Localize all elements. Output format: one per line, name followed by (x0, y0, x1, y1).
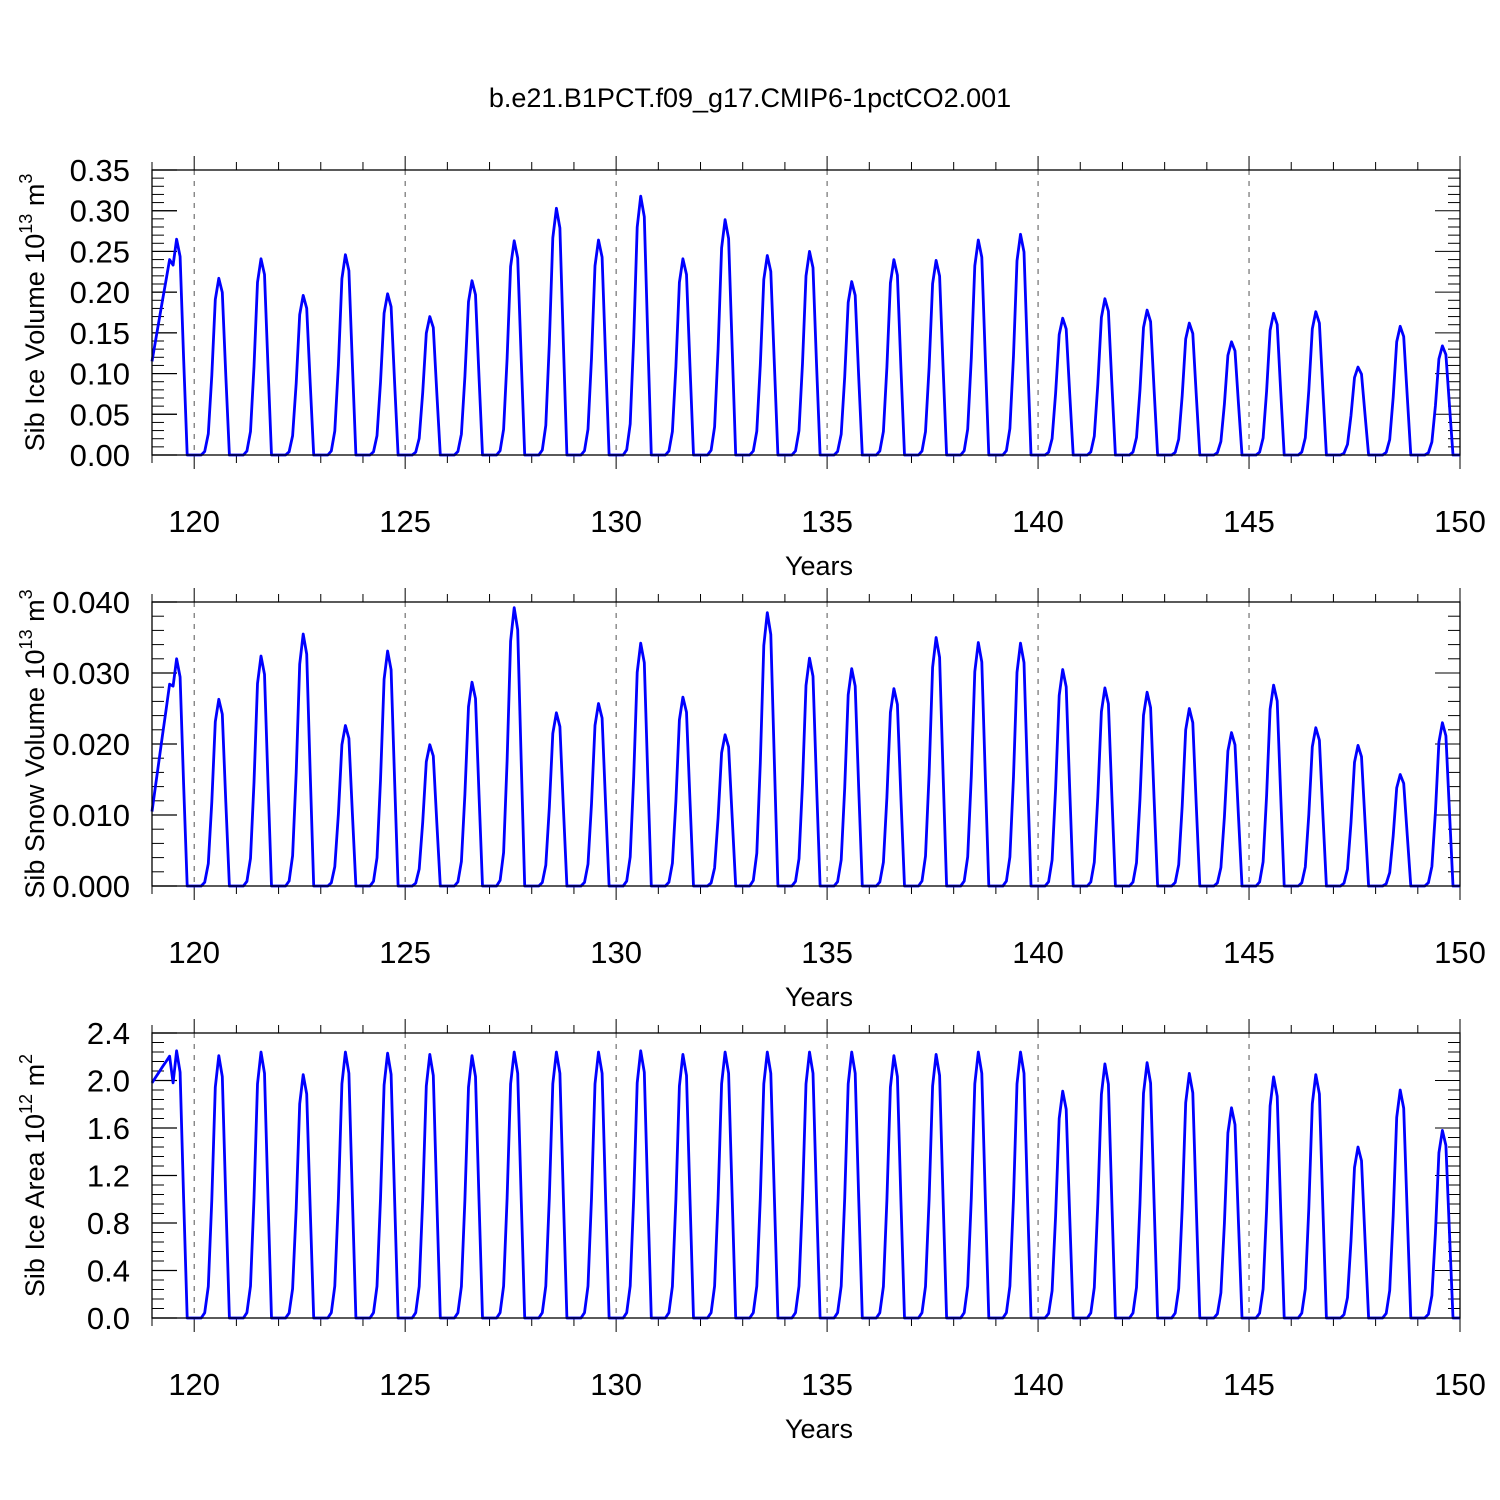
series-line (150, 194, 1460, 457)
x-tick-label: 120 (168, 935, 220, 970)
x-tick-label: 120 (168, 1367, 220, 1402)
y-tick-label: 0.0 (87, 1301, 130, 1336)
x-tick-label: 135 (801, 1367, 853, 1402)
x-tick-label: 135 (801, 504, 853, 539)
y-tick-label: 1.6 (87, 1111, 130, 1146)
y-tick-label: 2.4 (87, 1016, 130, 1051)
y-tick-label: 0.30 (70, 194, 130, 229)
y-tick-label: 0.020 (52, 727, 130, 762)
y-axis-label: Sib Ice Area 1012 m2 (16, 1054, 50, 1297)
x-tick-label: 130 (590, 935, 642, 970)
panel-1: 0.00 0.05 0.10 0.15 0.20 0.25 0.30 0.35 120 125 13… (16, 153, 1486, 581)
x-axis-label: Years (785, 551, 853, 581)
y-tick-label: 0.15 (70, 316, 130, 351)
y-tick-label: 0.05 (70, 397, 130, 432)
y-tick-label: 0.20 (70, 275, 130, 310)
x-tick-label: 125 (379, 935, 431, 970)
x-tick-label: 125 (379, 504, 431, 539)
series-line (150, 1049, 1460, 1320)
y-tick-label: 0.10 (70, 357, 130, 392)
plot-frame (151, 601, 1461, 887)
x-tick-label: 120 (168, 504, 220, 539)
y-tick-label: 1.2 (87, 1159, 130, 1194)
y-tick-label: 0.010 (52, 798, 130, 833)
y-tick-label: 0.25 (70, 234, 130, 269)
chart-title: b.e21.B1PCT.f09_g17.CMIP6-1pctCO2.001 (489, 83, 1011, 113)
plot-frame (151, 169, 1461, 456)
y-axis-label: Sib Ice Volume 1013 m3 (16, 174, 50, 452)
x-tick-label: 150 (1434, 504, 1486, 539)
x-tick-label: 140 (1012, 935, 1064, 970)
x-axis-label: Years (785, 982, 853, 1012)
x-tick-label: 150 (1434, 935, 1486, 970)
x-tick-label: 125 (379, 1367, 431, 1402)
x-tick-label: 150 (1434, 1367, 1486, 1402)
y-tick-label: 0.030 (52, 656, 130, 691)
x-tick-label: 145 (1223, 935, 1275, 970)
series-line (150, 606, 1460, 888)
y-tick-label: 0.35 (70, 153, 130, 188)
panel-2: 0.000 0.010 0.020 0.030 0.040 120 125 130 135 140… (16, 585, 1486, 1012)
x-tick-label: 135 (801, 935, 853, 970)
plot-frame (151, 1032, 1461, 1319)
y-tick-label: 0.000 (52, 869, 130, 904)
x-tick-label: 140 (1012, 1367, 1064, 1402)
y-axis-label: Sib Snow Volume 1013 m3 (16, 589, 50, 898)
y-tick-label: 2.0 (87, 1064, 130, 1099)
y-tick-label: 0.4 (87, 1254, 130, 1289)
y-tick-label: 0.8 (87, 1206, 130, 1241)
x-tick-label: 140 (1012, 504, 1064, 539)
y-tick-label: 0.040 (52, 585, 130, 620)
x-axis-label: Years (785, 1414, 853, 1444)
y-tick-label: 0.00 (70, 438, 130, 473)
x-tick-label: 130 (590, 504, 642, 539)
x-tick-label: 130 (590, 1367, 642, 1402)
x-tick-label: 145 (1223, 1367, 1275, 1402)
x-tick-label: 145 (1223, 504, 1275, 539)
panel-3: 0.0 0.4 0.8 1.2 1.6 2.0 2.4 120 125 130 135 140 145 1… (16, 1016, 1486, 1444)
